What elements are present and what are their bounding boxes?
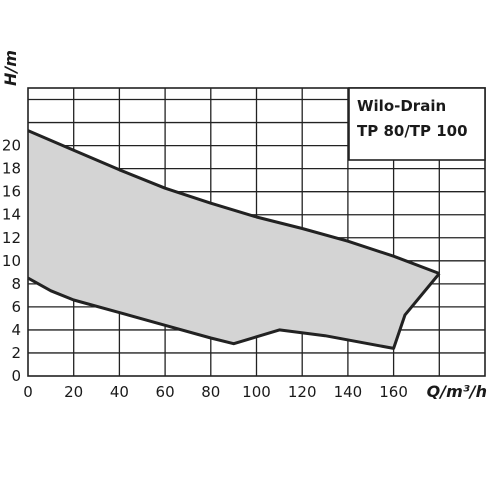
x-tick-label: 140: [334, 383, 363, 401]
x-tick-label: 160: [379, 383, 408, 401]
chart-subtitle: TP 80/TP 100: [357, 122, 468, 140]
y-tick-label: 18: [2, 160, 21, 178]
plot-frame: [27, 87, 486, 377]
x-tick-label: 100: [242, 383, 271, 401]
y-tick-label: 4: [11, 321, 21, 339]
chart-title: Wilo-Drain: [357, 97, 446, 115]
x-tick-label: 80: [201, 383, 220, 401]
x-tick-label: 20: [64, 383, 83, 401]
y-tick-label: 10: [2, 252, 21, 270]
x-tick-label: 60: [156, 383, 175, 401]
y-tick-label: 16: [2, 183, 21, 201]
y-tick-label: 2: [11, 344, 21, 362]
y-axis-label: H/m: [1, 50, 20, 86]
operating-range-area: [28, 130, 440, 349]
x-axis-label: Q/m³/h: [427, 382, 487, 401]
y-axis-ticks: 0 2 4 6 8 10 12 14 16 18 20: [2, 137, 21, 385]
y-tick-label: 6: [11, 298, 21, 316]
upper-curve-line: [27, 129, 440, 275]
y-tick-label: 20: [2, 137, 21, 155]
title-box: [348, 87, 486, 161]
y-tick-label: 0: [11, 367, 21, 385]
x-tick-label: 40: [110, 383, 129, 401]
x-tick-label: 120: [288, 383, 317, 401]
y-tick-label: 12: [2, 229, 21, 247]
y-tick-label: 14: [2, 206, 21, 224]
x-axis-ticks: 0 20 40 60 80 100 120 140 160: [23, 383, 408, 401]
lower-curve-line: [27, 272, 441, 350]
y-tick-label: 8: [11, 275, 21, 293]
x-tick-label: 0: [23, 383, 33, 401]
